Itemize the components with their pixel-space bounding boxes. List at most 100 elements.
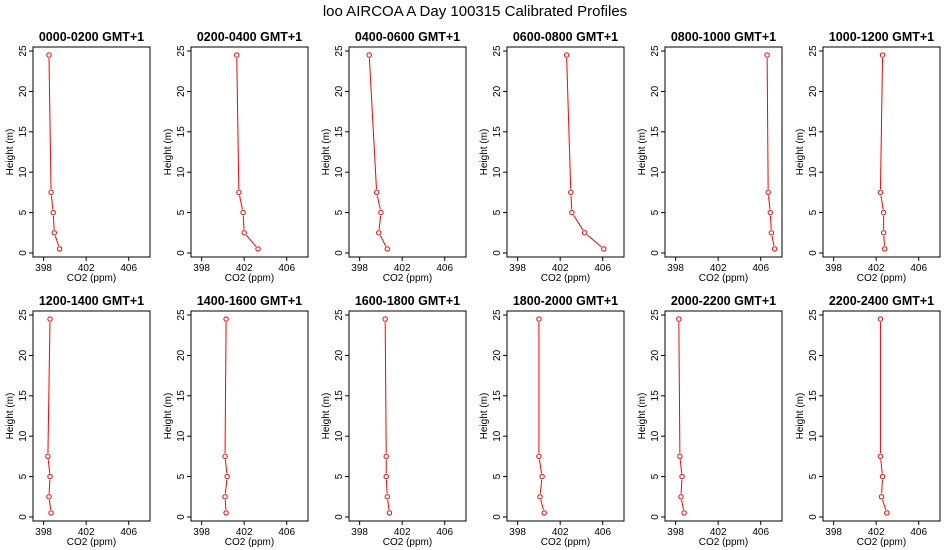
x-axis-label: CO2 (ppm)	[857, 273, 906, 284]
profile-line-segment	[384, 322, 387, 454]
profile-line-segment	[239, 195, 243, 210]
profile-line-segment	[385, 479, 388, 494]
x-tick-label: 402	[78, 527, 95, 538]
x-tick-label: 398	[825, 263, 842, 274]
x-axis-label: CO2 (ppm)	[383, 273, 432, 284]
x-tick-label: 402	[710, 527, 727, 538]
x-tick-label: 406	[278, 263, 295, 274]
profile-line-segment	[387, 499, 390, 510]
x-axis-label: CO2 (ppm)	[383, 537, 432, 548]
x-tick-label: 398	[825, 527, 842, 538]
y-tick-label: 0	[334, 250, 345, 256]
y-axis-label: Height (m)	[5, 129, 16, 176]
y-tick-label: 15	[808, 390, 819, 402]
x-axis-label: CO2 (ppm)	[541, 537, 590, 548]
y-tick-label: 20	[18, 85, 29, 97]
y-tick-label: 5	[650, 473, 661, 479]
profile-line-segment	[236, 58, 240, 190]
y-tick-label: 0	[176, 514, 187, 520]
data-point	[383, 473, 389, 480]
y-tick-label: 20	[176, 85, 187, 97]
y-tick-label: 5	[650, 209, 661, 215]
plot-frame	[822, 310, 941, 522]
x-tick-label: 398	[351, 263, 368, 274]
y-tick-label: 25	[808, 45, 819, 57]
data-point	[877, 189, 884, 196]
x-tick-label: 406	[120, 263, 137, 274]
data-point	[765, 189, 771, 196]
y-tick-label: 10	[650, 166, 661, 178]
profile-line-segment	[245, 234, 257, 247]
data-point	[879, 473, 886, 480]
y-tick-label: 25	[492, 45, 503, 57]
profile-line-segment	[378, 215, 382, 230]
data-point	[881, 246, 888, 252]
plot-frame	[348, 46, 467, 258]
y-tick-label: 10	[808, 430, 819, 442]
y-tick-label: 25	[334, 309, 345, 321]
panel-title: 0400-0600 GMT+1	[355, 30, 460, 44]
y-axis-label: Height (m)	[163, 393, 174, 440]
profile-line-segment	[379, 235, 387, 247]
y-tick-label: 10	[18, 430, 29, 442]
y-axis-label: Height (m)	[479, 393, 490, 440]
data-point	[386, 510, 393, 516]
y-tick-label: 15	[650, 390, 661, 402]
profile-line-segment	[881, 479, 883, 494]
profile-line-segment	[376, 195, 381, 210]
x-tick-label: 402	[78, 263, 95, 274]
profile-line-segment	[679, 459, 683, 474]
plot-frame	[32, 46, 151, 258]
x-tick-label: 398	[193, 263, 210, 274]
profile-line-segment	[50, 195, 54, 210]
x-axis-label: CO2 (ppm)	[541, 273, 590, 284]
x-tick-label: 398	[667, 527, 684, 538]
data-point	[382, 316, 388, 322]
data-point	[877, 316, 884, 322]
y-tick-label: 20	[492, 85, 503, 97]
data-point	[767, 209, 773, 216]
data-point	[48, 510, 54, 516]
profile-line-segment	[879, 58, 884, 190]
y-tick-label: 0	[650, 250, 661, 256]
data-point	[234, 52, 240, 58]
data-point	[771, 246, 778, 252]
y-axis-label: Height (m)	[321, 393, 332, 440]
y-axis-label: Height (m)	[795, 393, 806, 440]
profile-line-segment	[224, 499, 227, 510]
y-tick-label: 5	[492, 473, 503, 479]
panel-title: 1800-2000 GMT+1	[513, 294, 618, 308]
profile-line-segment	[224, 479, 228, 494]
profile-panel: 0800-1000 GMT+1 0 5 10 15 20 25 398 402 406 CO2 (p…	[637, 30, 783, 284]
profile-panel: 0600-0800 GMT+1 0 5 10 15 20 25 398 402 406 CO2 (p…	[479, 30, 625, 284]
y-tick-label: 15	[808, 126, 819, 138]
y-axis-label: Height (m)	[637, 129, 648, 176]
data-point	[376, 230, 382, 236]
y-axis-label: Height (m)	[163, 129, 174, 176]
panel-title: 1400-1600 GMT+1	[197, 294, 302, 308]
panel-title: 0200-0400 GMT+1	[197, 30, 302, 44]
x-tick-label: 398	[667, 263, 684, 274]
profile-panel: 0200-0400 GMT+1 0 5 10 15 20 25 398 402 406 CO2 (p…	[163, 30, 309, 284]
y-tick-label: 10	[176, 430, 187, 442]
data-point	[224, 473, 230, 480]
profile-line-segment	[768, 195, 771, 210]
data-point	[222, 494, 228, 500]
data-point	[373, 189, 380, 196]
profile-line-segment	[52, 215, 55, 230]
x-axis-label: CO2 (ppm)	[67, 273, 116, 284]
y-tick-label: 5	[492, 209, 503, 215]
data-point	[568, 189, 574, 196]
x-tick-label: 402	[868, 527, 885, 538]
y-tick-label: 25	[650, 45, 661, 57]
x-tick-label: 406	[436, 527, 453, 538]
y-tick-label: 25	[334, 45, 345, 57]
profile-line-segment	[880, 195, 884, 210]
x-tick-label: 406	[752, 263, 769, 274]
x-axis-label: CO2 (ppm)	[67, 537, 116, 548]
panel-title: 1000-1200 GMT+1	[829, 30, 934, 44]
plot-frame	[348, 310, 467, 522]
y-tick-label: 10	[18, 166, 29, 178]
data-point	[50, 209, 56, 216]
